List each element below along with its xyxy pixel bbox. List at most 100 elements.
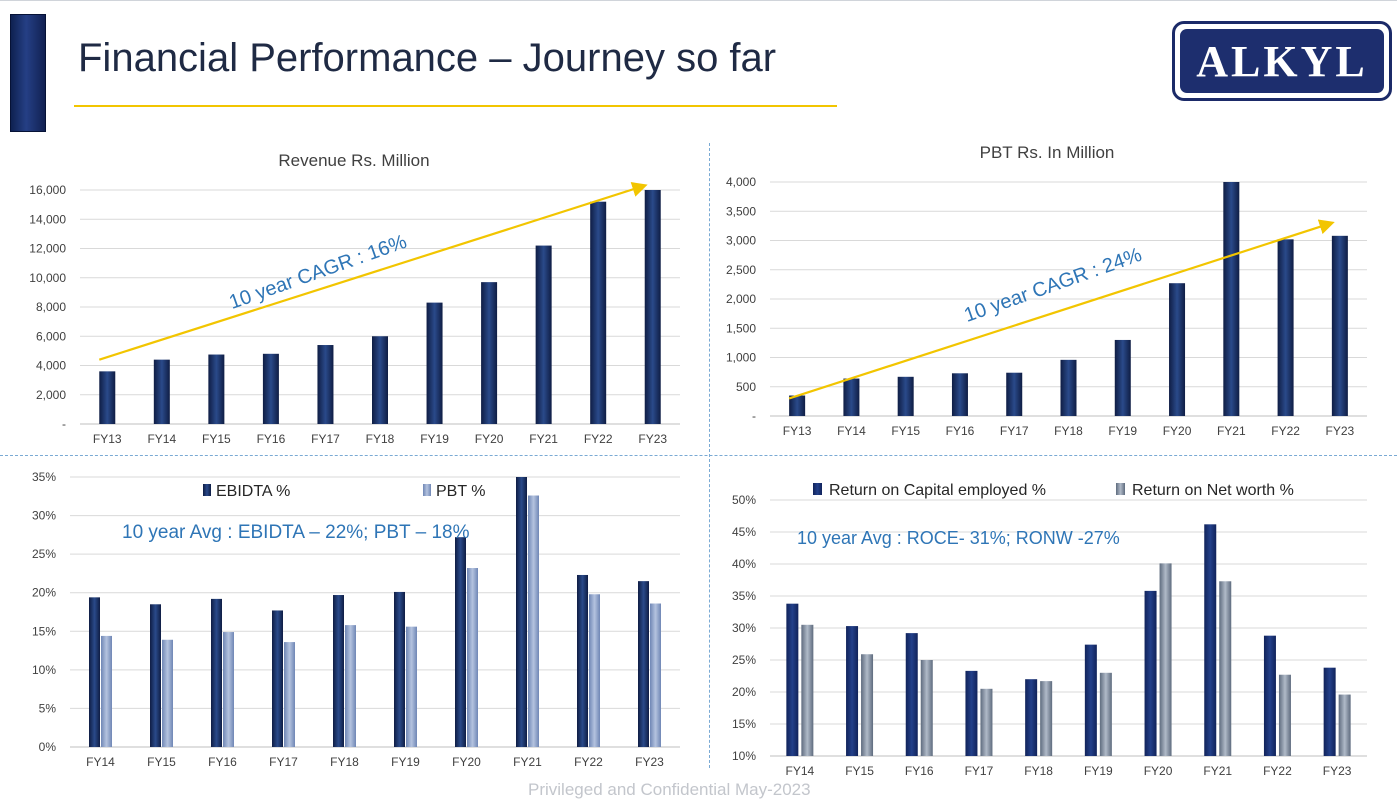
pbt-chart-title: PBT Rs. In Million: [980, 143, 1115, 162]
x-tick-label-revenue: FY15: [202, 432, 231, 446]
y-tick-label-margins: 30%: [32, 509, 56, 523]
legend-swatch-roce: [813, 483, 822, 495]
y-tick-label-pbt: 2,000: [726, 292, 756, 306]
bar-returns-s1-fy16: [920, 660, 933, 756]
bar-pbt-s0-fy21: [1223, 182, 1240, 416]
x-tick-label-margins: FY21: [513, 755, 542, 769]
bar-pbt-s0-fy13: [789, 395, 806, 416]
legend-label-roce: Return on Capital employed %: [829, 482, 1046, 499]
y-tick-label-returns: 45%: [732, 525, 756, 539]
x-tick-label-margins: FY23: [635, 755, 664, 769]
x-tick-label-revenue: FY13: [93, 432, 122, 446]
bar-returns-s1-fy22: [1278, 674, 1291, 756]
bar-returns-s1-fy15: [861, 654, 874, 756]
bar-pbt-s0-fy16: [951, 373, 968, 416]
y-tick-label-returns: 30%: [732, 621, 756, 635]
bar-returns-s1-fy23: [1338, 694, 1351, 756]
title-underline: [74, 105, 837, 107]
y-tick-label-margins: 20%: [32, 586, 56, 600]
y-tick-label-pbt: 2,500: [726, 263, 756, 277]
y-tick-label-revenue: 2,000: [36, 388, 66, 402]
y-tick-label-returns: 25%: [732, 653, 756, 667]
y-tick-label-margins: 0%: [39, 740, 57, 754]
y-tick-label-revenue: 10,000: [29, 271, 66, 285]
x-tick-label-margins: FY17: [269, 755, 298, 769]
legend-swatch-pbt: [423, 484, 431, 496]
x-tick-label-pbt: FY21: [1217, 424, 1246, 438]
bar-pbt-s0-fy17: [1006, 372, 1023, 416]
bar-margins-s1-fy17: [284, 642, 295, 747]
x-tick-label-margins: FY20: [452, 755, 481, 769]
bar-pbt-s0-fy15: [897, 376, 914, 416]
y-tick-label-pbt: 1,500: [726, 321, 756, 335]
bar-returns-s0-fy17: [965, 670, 978, 756]
x-tick-label-returns: FY17: [965, 764, 994, 778]
y-tick-label-pbt: 3,000: [726, 234, 756, 248]
returns-avg-annotation: 10 year Avg : ROCE- 31%; RONW -27%: [797, 528, 1120, 548]
x-tick-label-revenue: FY20: [475, 432, 504, 446]
x-tick-label-returns: FY23: [1323, 764, 1352, 778]
top-border-line: [0, 0, 1397, 1]
margins-legend: EBIDTA % PBT %: [203, 483, 486, 500]
y-tick-label-margins: 5%: [39, 701, 57, 715]
legend-label-ronw: Return on Net worth %: [1132, 482, 1294, 499]
x-tick-label-returns: FY19: [1084, 764, 1113, 778]
legend-swatch-ronw: [1116, 483, 1125, 495]
x-tick-label-returns: FY18: [1024, 764, 1053, 778]
pbt-cagr-annotation: 10 year CAGR : 24%: [961, 244, 1145, 327]
y-tick-label-revenue: 14,000: [29, 212, 66, 226]
confidential-footer: Privileged and Confidential May-2023: [528, 780, 811, 799]
bar-returns-s1-fy17: [980, 688, 993, 756]
bar-margins-s1-fy18: [345, 625, 356, 747]
bar-margins-s0-fy17: [272, 610, 283, 747]
bar-pbt-s0-fy19: [1114, 339, 1131, 416]
revenue-chart-title: Revenue Rs. Million: [278, 151, 429, 170]
bar-returns-s0-fy16: [905, 633, 918, 756]
bar-margins-s1-fy21: [528, 495, 539, 747]
title-accent-bar: [10, 14, 46, 132]
legend-label-ebidta: EBIDTA %: [216, 483, 290, 500]
bar-revenue-s0-fy16: [262, 353, 279, 424]
bar-returns-s0-fy22: [1263, 635, 1276, 756]
bar-pbt-s0-fy14: [843, 378, 860, 416]
bar-returns-s1-fy19: [1099, 672, 1112, 756]
y-tick-label-pbt: -: [752, 409, 756, 423]
x-tick-label-pbt: FY13: [783, 424, 812, 438]
bar-revenue-s0-fy20: [481, 282, 498, 424]
bar-revenue-s0-fy13: [99, 371, 116, 424]
x-tick-label-revenue: FY18: [366, 432, 395, 446]
bar-margins-s1-fy20: [467, 568, 478, 747]
x-tick-label-pbt: FY17: [1000, 424, 1029, 438]
bar-returns-s0-fy18: [1025, 679, 1038, 756]
legend-swatch-ebidta: [203, 484, 211, 496]
x-tick-label-revenue: FY17: [311, 432, 340, 446]
company-logo: ALKYL: [1172, 21, 1392, 101]
y-tick-label-margins: 10%: [32, 663, 56, 677]
y-tick-label-pbt: 1,000: [726, 351, 756, 365]
y-tick-label-revenue: 4,000: [36, 359, 66, 373]
x-tick-label-pbt: FY19: [1108, 424, 1137, 438]
y-tick-label-revenue: 8,000: [36, 300, 66, 314]
y-tick-label-pbt: 500: [736, 380, 756, 394]
x-tick-label-margins: FY22: [574, 755, 603, 769]
bar-revenue-s0-fy23: [644, 190, 661, 424]
y-tick-label-pbt: 3,500: [726, 204, 756, 218]
bar-returns-s1-fy14: [801, 624, 814, 756]
bar-margins-s0-fy23: [638, 581, 649, 747]
x-tick-label-revenue: FY23: [638, 432, 667, 446]
margins-avg-annotation: 10 year Avg : EBIDTA – 22%; PBT – 18%: [122, 522, 470, 543]
bar-returns-s0-fy15: [846, 626, 859, 756]
x-tick-label-pbt: FY20: [1163, 424, 1192, 438]
x-tick-label-revenue: FY19: [420, 432, 449, 446]
bar-margins-s0-fy20: [455, 537, 466, 747]
bar-margins-s1-fy23: [650, 603, 661, 747]
x-tick-label-pbt: FY15: [891, 424, 920, 438]
revenue-cagr-annotation: 10 year CAGR : 16%: [226, 231, 410, 314]
bar-margins-s0-fy16: [211, 598, 222, 747]
bar-margins-s0-fy19: [394, 591, 405, 747]
trend-arrow-revenue: [98, 182, 648, 361]
x-tick-label-returns: FY14: [786, 764, 815, 778]
y-tick-label-returns: 40%: [732, 557, 756, 571]
x-tick-label-pbt: FY23: [1326, 424, 1355, 438]
